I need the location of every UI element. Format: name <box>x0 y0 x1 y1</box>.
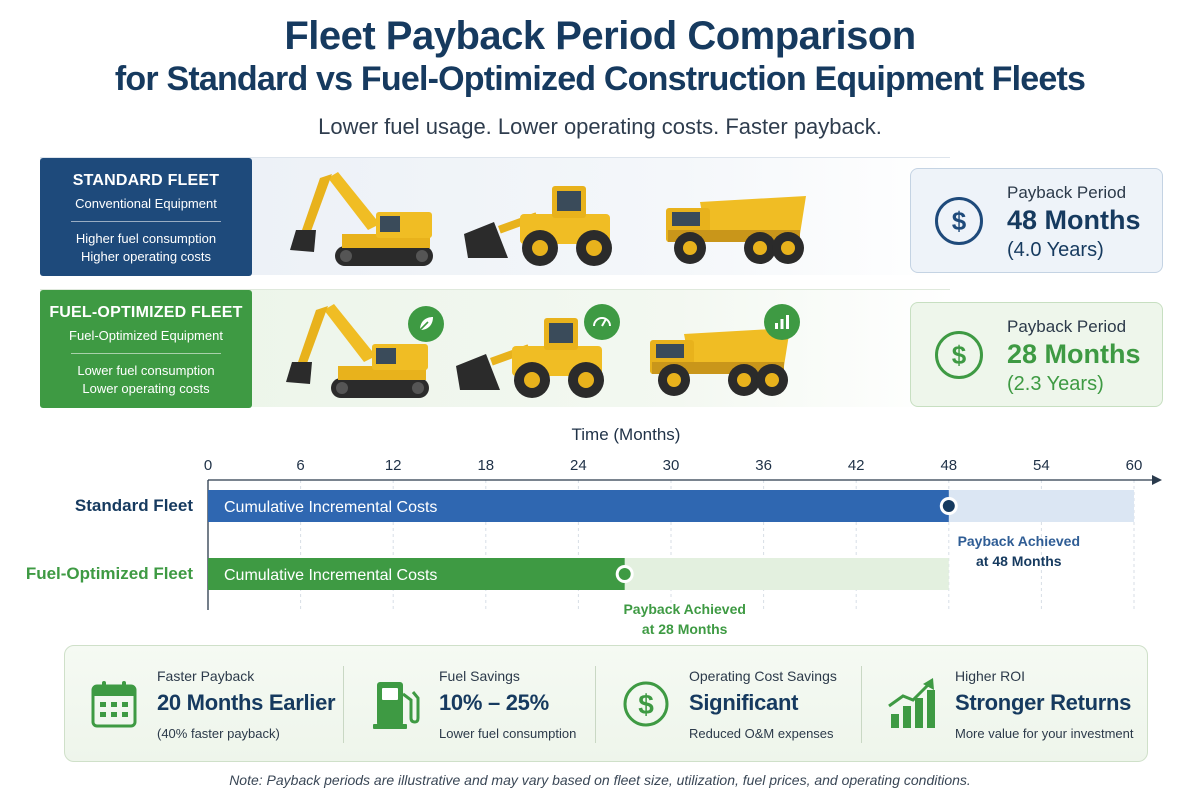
dump-truck-icon <box>666 196 806 264</box>
bar-label: Cumulative Incremental Costs <box>224 567 437 584</box>
benefit-title: Higher ROI <box>955 668 1026 684</box>
svg-text:$: $ <box>638 689 654 720</box>
fuel-optimized-fleet-label: FUEL-OPTIMIZED FLEET Fuel-Optimized Equi… <box>40 290 252 408</box>
benefit-faster-payback: Faster Payback 20 Months Earlier (40% fa… <box>89 646 359 763</box>
standard-payback-card: $ Payback Period 48 Months (4.0 Years) <box>910 168 1163 273</box>
bar <box>208 490 949 522</box>
benefit-value: Significant <box>689 690 799 715</box>
x-tick-label: 54 <box>1033 457 1050 474</box>
fuel-optimized-fleet-divider <box>71 353 221 354</box>
x-axis-arrow <box>1152 475 1162 485</box>
standard-fleet-type: Conventional Equipment <box>75 196 217 211</box>
payback-annotation: at 28 Months <box>642 621 728 637</box>
benefit-title: Faster Payback <box>157 668 255 684</box>
payback-annotation: Payback Achieved <box>958 533 1080 549</box>
payback-timeline-chart: Time (Months) 0 6 12 18 24 30 36 42 48 54 60 Standar… <box>26 425 1162 637</box>
page-title-line-2: for Standard vs Fuel-Optimized Construct… <box>114 60 1086 98</box>
fuel-optimized-payback-label: Payback Period <box>1007 317 1127 336</box>
x-tick-label: 30 <box>663 457 680 474</box>
benefit-higher-roi: Higher ROI Stronger Returns More value f… <box>887 646 1147 763</box>
category-label: Standard Fleet <box>75 496 193 515</box>
benefit-subtext: Lower fuel consumption <box>439 726 577 741</box>
benefit-value: Stronger Returns <box>955 690 1132 715</box>
x-tick-label: 12 <box>385 457 402 474</box>
standard-fleet-divider <box>71 221 221 222</box>
x-tick-label: 24 <box>570 457 587 474</box>
bar-label: Cumulative Incremental Costs <box>224 499 437 516</box>
fuel-optimized-payback-card: $ Payback Period 28 Months (2.3 Years) <box>910 302 1163 407</box>
fuel-optimized-payback-years: (2.3 Years) <box>1007 373 1104 395</box>
fuel-optimized-fleet-row: FUEL-OPTIMIZED FLEET Fuel-Optimized Equi… <box>40 289 950 408</box>
dollar-icon: $ <box>935 331 983 379</box>
fuel-optimized-fleet-line-2: Lower operating costs <box>82 381 210 396</box>
fuel-optimized-fleet-name: FUEL-OPTIMIZED FLEET <box>49 304 243 321</box>
fuel-optimized-payback-value: 28 Months <box>1007 339 1141 369</box>
benefits-panel: Faster Payback 20 Months Earlier (40% fa… <box>64 645 1148 762</box>
benefit-title: Operating Cost Savings <box>689 668 837 684</box>
x-axis-title: Time (Months) <box>572 425 681 444</box>
calendar-icon <box>91 681 137 728</box>
x-tick-label: 6 <box>296 457 304 474</box>
payback-marker <box>618 568 631 580</box>
bar-remainder <box>624 558 949 590</box>
page-title: Fleet Payback Period Comparison <box>284 14 916 58</box>
benefit-divider <box>343 666 344 743</box>
category-label: Fuel-Optimized Fleet <box>26 564 194 583</box>
standard-fleet-line-1: Higher fuel consumption <box>75 231 217 246</box>
x-tick-label: 36 <box>755 457 772 474</box>
payback-annotation: at 48 Months <box>976 553 1062 569</box>
growth-chart-icon <box>888 678 935 728</box>
standard-payback-label: Payback Period <box>1007 183 1127 202</box>
benefit-value: 20 Months Earlier <box>157 690 336 715</box>
gauge-icon <box>584 304 620 340</box>
fuel-optimized-fleet-line-1: Lower fuel consumption <box>77 363 215 378</box>
fuel-optimized-fleet-type: Fuel-Optimized Equipment <box>69 328 223 343</box>
benefit-subtext: More value for your investment <box>955 726 1134 741</box>
x-tick-label: 48 <box>940 457 957 474</box>
standard-fleet-line-2: Higher operating costs <box>80 249 212 264</box>
x-tick-label: 0 <box>204 457 212 474</box>
benefit-value: 10% – 25% <box>439 690 549 715</box>
wheel-loader-icon <box>464 186 612 266</box>
benefit-fuel-savings: Fuel Savings 10% – 25% Lower fuel consum… <box>371 646 611 763</box>
dollar-icon: $ <box>623 681 669 727</box>
payback-marker <box>942 500 955 512</box>
excavator-icon <box>286 304 429 398</box>
benefit-divider <box>595 666 596 743</box>
footnote: Note: Payback periods are illustrative a… <box>229 772 971 788</box>
fuel-pump-icon <box>373 682 420 729</box>
dump-truck-icon <box>650 328 790 396</box>
dollar-icon: $ <box>935 197 983 245</box>
x-tick-label: 42 <box>848 457 865 474</box>
x-tick-label: 18 <box>477 457 494 474</box>
standard-payback-value: 48 Months <box>1007 205 1141 235</box>
benefit-divider <box>861 666 862 743</box>
bar-chart-icon <box>764 304 800 340</box>
benefit-subtext: Reduced O&M expenses <box>689 726 834 741</box>
page-subtitle: Lower fuel usage. Lower operating costs.… <box>318 114 882 139</box>
bar <box>208 558 625 590</box>
payback-annotation: Payback Achieved <box>623 601 745 617</box>
benefit-operating-cost: $ Operating Cost Savings Significant Red… <box>621 646 891 763</box>
standard-fleet-label: STANDARD FLEET Conventional Equipment Hi… <box>40 158 252 276</box>
standard-payback-years: (4.0 Years) <box>1007 239 1104 261</box>
excavator-icon <box>290 172 433 266</box>
benefit-subtext: (40% faster payback) <box>157 726 280 741</box>
leaf-icon <box>408 306 444 342</box>
wheel-loader-icon <box>456 318 604 398</box>
benefit-title: Fuel Savings <box>439 668 520 684</box>
standard-fleet-name: STANDARD FLEET <box>72 172 220 189</box>
standard-fleet-row: STANDARD FLEET Conventional Equipment Hi… <box>40 157 950 276</box>
x-tick-label: 60 <box>1126 457 1143 474</box>
bar-remainder <box>948 490 1134 522</box>
